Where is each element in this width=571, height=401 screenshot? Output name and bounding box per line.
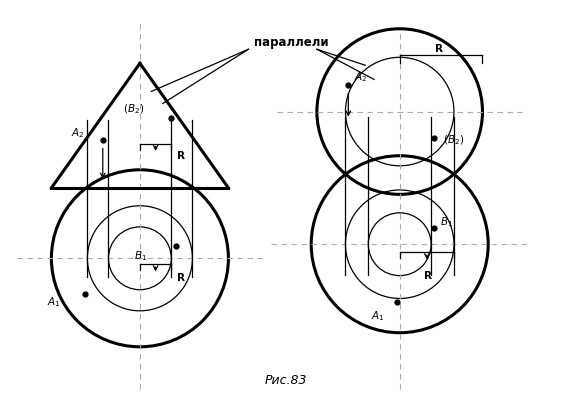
- Text: R: R: [177, 150, 185, 160]
- Text: $A_1$: $A_1$: [371, 308, 385, 322]
- Text: R: R: [435, 44, 444, 54]
- Text: R: R: [177, 273, 185, 283]
- Text: параллели: параллели: [254, 36, 329, 49]
- Text: $B_1$: $B_1$: [440, 215, 453, 228]
- Text: Рис.83: Рис.83: [264, 373, 307, 386]
- Text: $B_1$: $B_1$: [134, 249, 147, 262]
- Text: R: R: [424, 271, 432, 281]
- Text: $(B_2)$: $(B_2)$: [443, 133, 464, 146]
- Text: $A_2$: $A_2$: [71, 126, 85, 139]
- Text: $(B_2)$: $(B_2)$: [123, 103, 144, 116]
- Text: $A_1$: $A_1$: [47, 295, 61, 308]
- Text: $A_2$: $A_2$: [354, 70, 368, 83]
